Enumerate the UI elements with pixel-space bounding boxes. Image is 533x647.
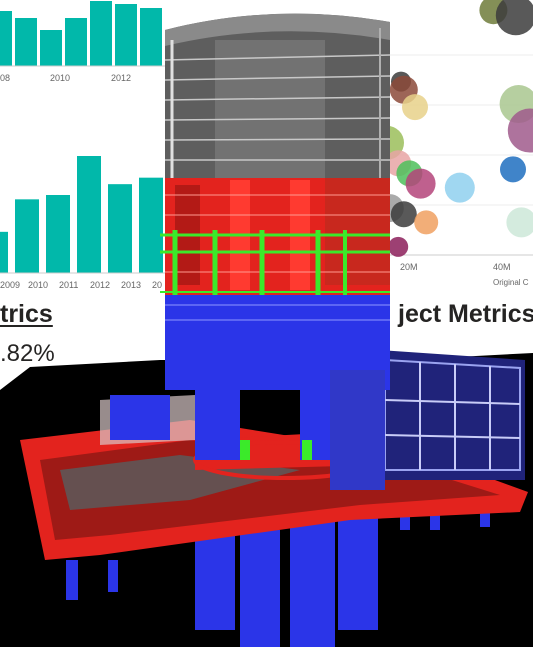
top-bar-chart: 08 2010 2012 [0,1,175,83]
bar [140,8,162,66]
left-metrics-heading: trics [0,300,53,328]
tower-facade [325,175,390,285]
middle-tick-label: 2009 [0,280,20,290]
right-metrics-heading: ject Metrics [398,300,533,328]
tower-floor-band [165,290,390,335]
middle-tick-label: 2013 [121,280,141,290]
bar [77,156,101,273]
tower-upper-floors [164,13,391,178]
foundation-column [338,510,378,630]
lobby-block [110,395,170,440]
tower-roof [165,13,390,46]
bar [15,18,37,66]
foundation-columns [66,500,490,647]
scatter-tick-label: 40M [493,262,511,272]
middle-tick-label: 2011 [59,280,78,290]
tower-base [110,330,390,490]
core-shaft [330,370,385,490]
floor-line [164,54,391,61]
bar [139,177,163,273]
floor-line [164,96,391,101]
scatter-point [500,156,526,183]
middle-bar-group [0,156,175,273]
foundation-column [480,505,490,527]
floor-line [164,75,391,81]
scatter-point [390,201,417,228]
foundation-column [240,530,280,647]
bar [46,195,70,273]
scatter-axis-label: Original C [493,278,529,287]
bar [15,199,39,273]
top-tick-label: 08 [0,73,10,83]
floor-line [164,138,391,141]
tower-core-upper [215,40,325,178]
annex-block [380,350,525,480]
scatter-tick-label: 20M [400,262,418,272]
foundation-column [66,560,78,600]
middle-tick-label: 2010 [28,280,48,290]
annex-framing [380,350,525,480]
core-column [195,385,240,460]
core-column-highlight [302,440,312,460]
foundation-column [195,530,235,630]
top-tick-label: 2010 [50,73,70,83]
scatter-point [405,168,436,199]
scatter-point [495,0,533,36]
annex-beam [384,434,521,439]
foundation-column [108,560,118,592]
floor-line [164,117,391,121]
scatter-point [388,236,409,257]
scatter-point [414,210,439,235]
bar [40,30,62,66]
left-metrics-value: .82% [0,340,55,367]
bar [0,231,8,273]
middle-tick-label: 20 [152,280,162,290]
foundation-column [430,505,440,530]
middle-tick-label: 2012 [90,280,110,290]
scatter-point [444,172,475,203]
scatter-point [507,108,533,153]
bar [115,4,137,66]
middle-bar-chart: 2009 2010 2011 2012 2013 20 [0,156,175,290]
scatter-point [506,207,533,238]
annex-beam [384,399,521,405]
top-bar-group [0,1,162,66]
top-tick-label: 2012 [111,73,131,83]
highlighted-floors [160,230,390,295]
bar [0,11,12,66]
tower-lower-floors [165,290,390,335]
foundation-column [290,520,335,647]
core-column-highlight [240,440,250,460]
bar [108,184,132,273]
bar [65,18,87,66]
scatter-point [402,94,428,121]
bar [90,1,112,66]
